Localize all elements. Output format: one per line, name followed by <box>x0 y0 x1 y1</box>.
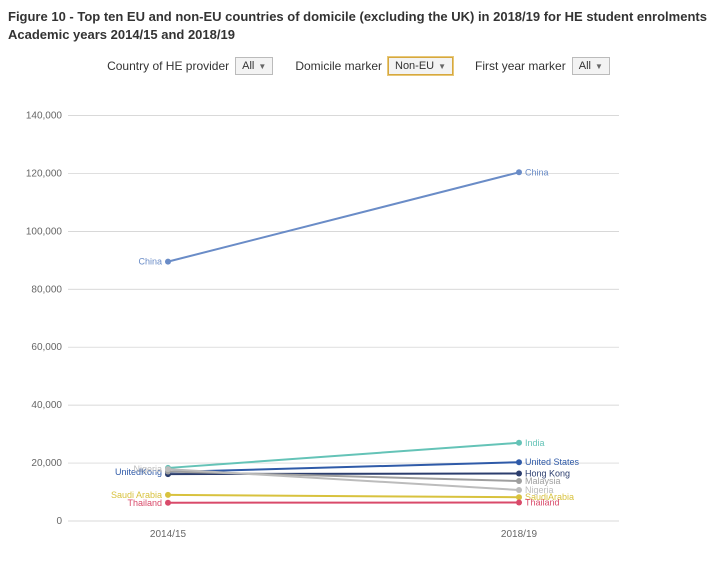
line-chart: 0 20,000 40,000 60,000 80,000 100,000 120,000 1… <box>8 91 709 551</box>
series-marker <box>516 440 522 446</box>
filter-domicile: Domicile marker Non-EU ▼ <box>295 57 453 75</box>
x-tick-label: 2014/15 <box>150 529 187 540</box>
series-right-label: China <box>525 167 549 177</box>
series-marker <box>516 487 522 493</box>
filter-firstyear: First year marker All ▼ <box>475 57 610 75</box>
filter-provider: Country of HE provider All ▼ <box>107 57 273 75</box>
series-marker <box>165 259 171 265</box>
y-tick-label: 0 <box>56 516 62 527</box>
chart-title: Figure 10 - Top ten EU and non-EU countr… <box>8 8 709 43</box>
x-tick-label: 2018/19 <box>501 529 538 540</box>
filter-domicile-dropdown[interactable]: Non-EU ▼ <box>388 57 453 75</box>
y-tick-label: 20,000 <box>31 458 62 469</box>
series-marker <box>516 459 522 465</box>
series-right-label: Thailand <box>525 498 560 508</box>
chart-bg <box>8 91 709 551</box>
filter-provider-dropdown[interactable]: All ▼ <box>235 57 273 75</box>
filter-provider-value: All <box>242 60 254 72</box>
filter-bar: Country of HE provider All ▼ Domicile ma… <box>8 57 709 75</box>
chevron-down-icon: ▼ <box>438 62 446 71</box>
series-marker <box>516 478 522 484</box>
series-right-label: India <box>525 438 545 448</box>
series-marker <box>165 466 171 472</box>
series-left-label: China <box>138 257 162 267</box>
filter-provider-label: Country of HE provider <box>107 59 229 73</box>
filter-firstyear-label: First year marker <box>475 59 566 73</box>
filter-domicile-value: Non-EU <box>395 60 434 72</box>
y-tick-label: 120,000 <box>26 169 63 180</box>
series-left-label: Nigeria <box>133 464 162 474</box>
series-right-label: United States <box>525 457 580 467</box>
chevron-down-icon: ▼ <box>258 62 266 71</box>
series-marker <box>165 500 171 506</box>
series-marker <box>516 494 522 500</box>
chart-container: 0 20,000 40,000 60,000 80,000 100,000 120,000 1… <box>8 91 709 551</box>
series-marker <box>516 169 522 175</box>
y-tick-label: 100,000 <box>26 226 63 237</box>
series-marker <box>516 500 522 506</box>
filter-firstyear-dropdown[interactable]: All ▼ <box>572 57 610 75</box>
series-marker <box>165 492 171 498</box>
filter-firstyear-value: All <box>579 60 591 72</box>
series-left-label: Thailand <box>127 498 162 508</box>
y-tick-label: 80,000 <box>31 284 62 295</box>
chevron-down-icon: ▼ <box>595 62 603 71</box>
title-line-2: Academic years 2014/15 and 2018/19 <box>8 27 235 42</box>
y-tick-label: 60,000 <box>31 342 62 353</box>
filter-domicile-label: Domicile marker <box>295 59 382 73</box>
series-marker <box>516 471 522 477</box>
title-line-1: Figure 10 - Top ten EU and non-EU countr… <box>8 9 707 24</box>
y-tick-label: 40,000 <box>31 400 62 411</box>
y-tick-label: 140,000 <box>26 111 63 122</box>
